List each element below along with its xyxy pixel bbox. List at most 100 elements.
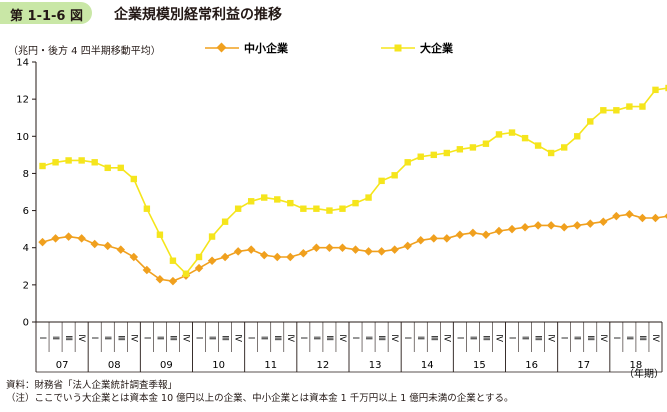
quarter-tick-label: Ⅱ	[102, 336, 112, 340]
data-point-sme	[142, 265, 152, 275]
data-point-large	[626, 103, 633, 110]
year-tick-label: 09	[160, 360, 173, 371]
data-point-large	[430, 151, 437, 159]
data-point-sme	[325, 243, 334, 252]
data-point-sme	[559, 223, 569, 232]
data-point-sme	[599, 217, 608, 226]
data-point-sme	[455, 230, 465, 239]
data-point-sme	[286, 252, 295, 262]
data-point-large	[547, 149, 555, 157]
figure-title: 企業規模別経常利益の推移	[114, 7, 282, 23]
data-point-sme	[259, 250, 269, 260]
data-point-sme	[638, 213, 647, 223]
legend-sme-label: 中小企業	[244, 41, 289, 55]
quarter-tick-label: Ⅰ	[141, 337, 151, 340]
quarter-tick-label: Ⅰ	[454, 337, 464, 340]
x-unit-label: （年期）	[624, 367, 664, 380]
data-point-large	[495, 131, 503, 138]
quarter-tick-label: Ⅲ	[480, 335, 490, 341]
data-point-large	[600, 107, 607, 114]
y-tick-label: 4	[23, 243, 29, 254]
data-point-large	[352, 199, 359, 207]
year-tick-label: 11	[264, 360, 277, 371]
data-point-large	[326, 207, 333, 214]
quarter-tick-label: Ⅱ	[415, 336, 425, 340]
data-point-sme	[338, 243, 347, 252]
data-point-large	[39, 162, 46, 170]
year-tick-label: 15	[473, 360, 486, 371]
data-point-large	[417, 153, 424, 160]
y-tick-label: 14	[16, 58, 29, 69]
data-point-sme	[273, 252, 282, 262]
year-tick-label: 16	[525, 360, 538, 371]
legend-large-label: 大企業	[420, 41, 454, 55]
data-point-large	[247, 198, 255, 205]
data-point-large	[613, 107, 620, 114]
data-point-large	[391, 172, 398, 179]
data-point-sme	[38, 237, 47, 247]
data-point-large	[482, 140, 490, 147]
quarter-tick-label: Ⅳ	[650, 334, 660, 342]
data-point-large	[456, 146, 464, 153]
quarter-tick-label: Ⅱ	[467, 336, 477, 340]
data-point-sme	[546, 221, 556, 230]
quarter-tick-label: Ⅰ	[507, 337, 517, 340]
data-point-sme	[390, 245, 399, 254]
data-point-sme	[429, 234, 439, 243]
data-point-large	[208, 233, 216, 240]
data-point-large	[469, 144, 477, 151]
data-point-sme	[468, 228, 478, 238]
quarter-tick-label: Ⅱ	[363, 336, 373, 340]
quarter-tick-label: Ⅲ	[637, 335, 647, 341]
data-point-large	[404, 159, 411, 166]
quarter-tick-label: Ⅰ	[350, 337, 360, 340]
data-point-large	[339, 205, 346, 212]
data-point-sme	[207, 256, 217, 265]
quarter-tick-label: Ⅰ	[611, 337, 621, 340]
data-point-sme	[220, 252, 230, 262]
year-tick-label: 13	[369, 360, 382, 371]
source-line: 資料：財務省「法人企業統計調査季報」	[6, 380, 178, 391]
data-point-sme	[194, 263, 204, 273]
data-point-sme	[312, 243, 321, 252]
quarter-tick-label: Ⅲ	[272, 335, 282, 341]
quarter-tick-label: Ⅱ	[520, 336, 530, 340]
quarter-tick-label: Ⅳ	[598, 334, 608, 342]
y-tick-label: 8	[23, 169, 29, 180]
data-point-large	[261, 194, 268, 201]
data-point-sme	[625, 210, 634, 219]
quarter-tick-label: Ⅱ	[624, 336, 634, 340]
quarter-tick-label: Ⅳ	[493, 334, 503, 342]
quarter-tick-label: Ⅰ	[37, 337, 47, 340]
quarter-tick-label: Ⅲ	[324, 335, 334, 341]
quarter-tick-label: Ⅲ	[115, 335, 125, 341]
year-tick-label: 14	[421, 360, 434, 371]
year-tick-label: 07	[56, 360, 69, 371]
year-tick-label: 12	[317, 360, 330, 371]
data-point-sme	[651, 213, 660, 223]
year-tick-label: 18	[630, 360, 643, 371]
data-point-large	[91, 159, 98, 166]
quarter-tick-label: Ⅱ	[207, 336, 217, 340]
data-point-large	[195, 253, 203, 261]
data-point-sme	[351, 245, 360, 254]
data-point-large	[52, 159, 59, 166]
data-point-sme	[364, 247, 373, 256]
data-point-large	[143, 205, 151, 212]
quarter-tick-label: Ⅲ	[428, 335, 438, 341]
quarter-tick-label: Ⅰ	[89, 337, 99, 340]
data-point-large	[65, 157, 72, 164]
figure-number: 第 1-1-6 図	[10, 9, 83, 24]
data-point-sme	[403, 241, 412, 251]
year-tick-label: 10	[212, 360, 225, 371]
data-point-large	[117, 164, 124, 172]
chart-series: 5.512.4	[38, 84, 667, 286]
source-notes: 資料：財務省「法人企業統計調査季報」 （注）ここでいう大企業とは資本金 10 億…	[6, 379, 514, 405]
y-tick-label: 0	[23, 318, 29, 329]
data-point-large	[508, 129, 516, 136]
data-point-large	[639, 103, 646, 110]
data-point-sme	[246, 245, 256, 254]
data-point-sme	[520, 223, 530, 232]
quarter-tick-label: Ⅲ	[376, 335, 386, 341]
